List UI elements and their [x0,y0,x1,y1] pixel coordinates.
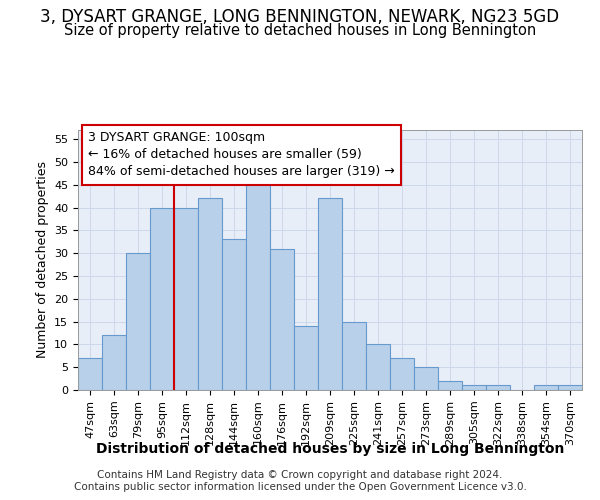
Bar [174,208,198,390]
Bar [342,322,366,390]
Text: Contains public sector information licensed under the Open Government Licence v3: Contains public sector information licen… [74,482,526,492]
Bar [150,208,174,390]
Bar [534,386,558,390]
Text: Distribution of detached houses by size in Long Bennington: Distribution of detached houses by size … [96,442,564,456]
Bar [438,381,462,390]
Bar [198,198,222,390]
Bar [462,386,486,390]
Text: Contains HM Land Registry data © Crown copyright and database right 2024.: Contains HM Land Registry data © Crown c… [97,470,503,480]
Bar [318,198,342,390]
Bar [486,386,510,390]
Bar [270,248,294,390]
Bar [102,336,126,390]
Bar [558,386,582,390]
Bar [78,358,102,390]
Bar [222,240,246,390]
Text: 3, DYSART GRANGE, LONG BENNINGTON, NEWARK, NG23 5GD: 3, DYSART GRANGE, LONG BENNINGTON, NEWAR… [40,8,560,26]
Text: 3 DYSART GRANGE: 100sqm
← 16% of detached houses are smaller (59)
84% of semi-de: 3 DYSART GRANGE: 100sqm ← 16% of detache… [88,132,395,178]
Text: Size of property relative to detached houses in Long Bennington: Size of property relative to detached ho… [64,22,536,38]
Bar [294,326,318,390]
Bar [414,367,438,390]
Bar [390,358,414,390]
Y-axis label: Number of detached properties: Number of detached properties [35,162,49,358]
Bar [246,180,270,390]
Bar [126,253,150,390]
Bar [366,344,390,390]
